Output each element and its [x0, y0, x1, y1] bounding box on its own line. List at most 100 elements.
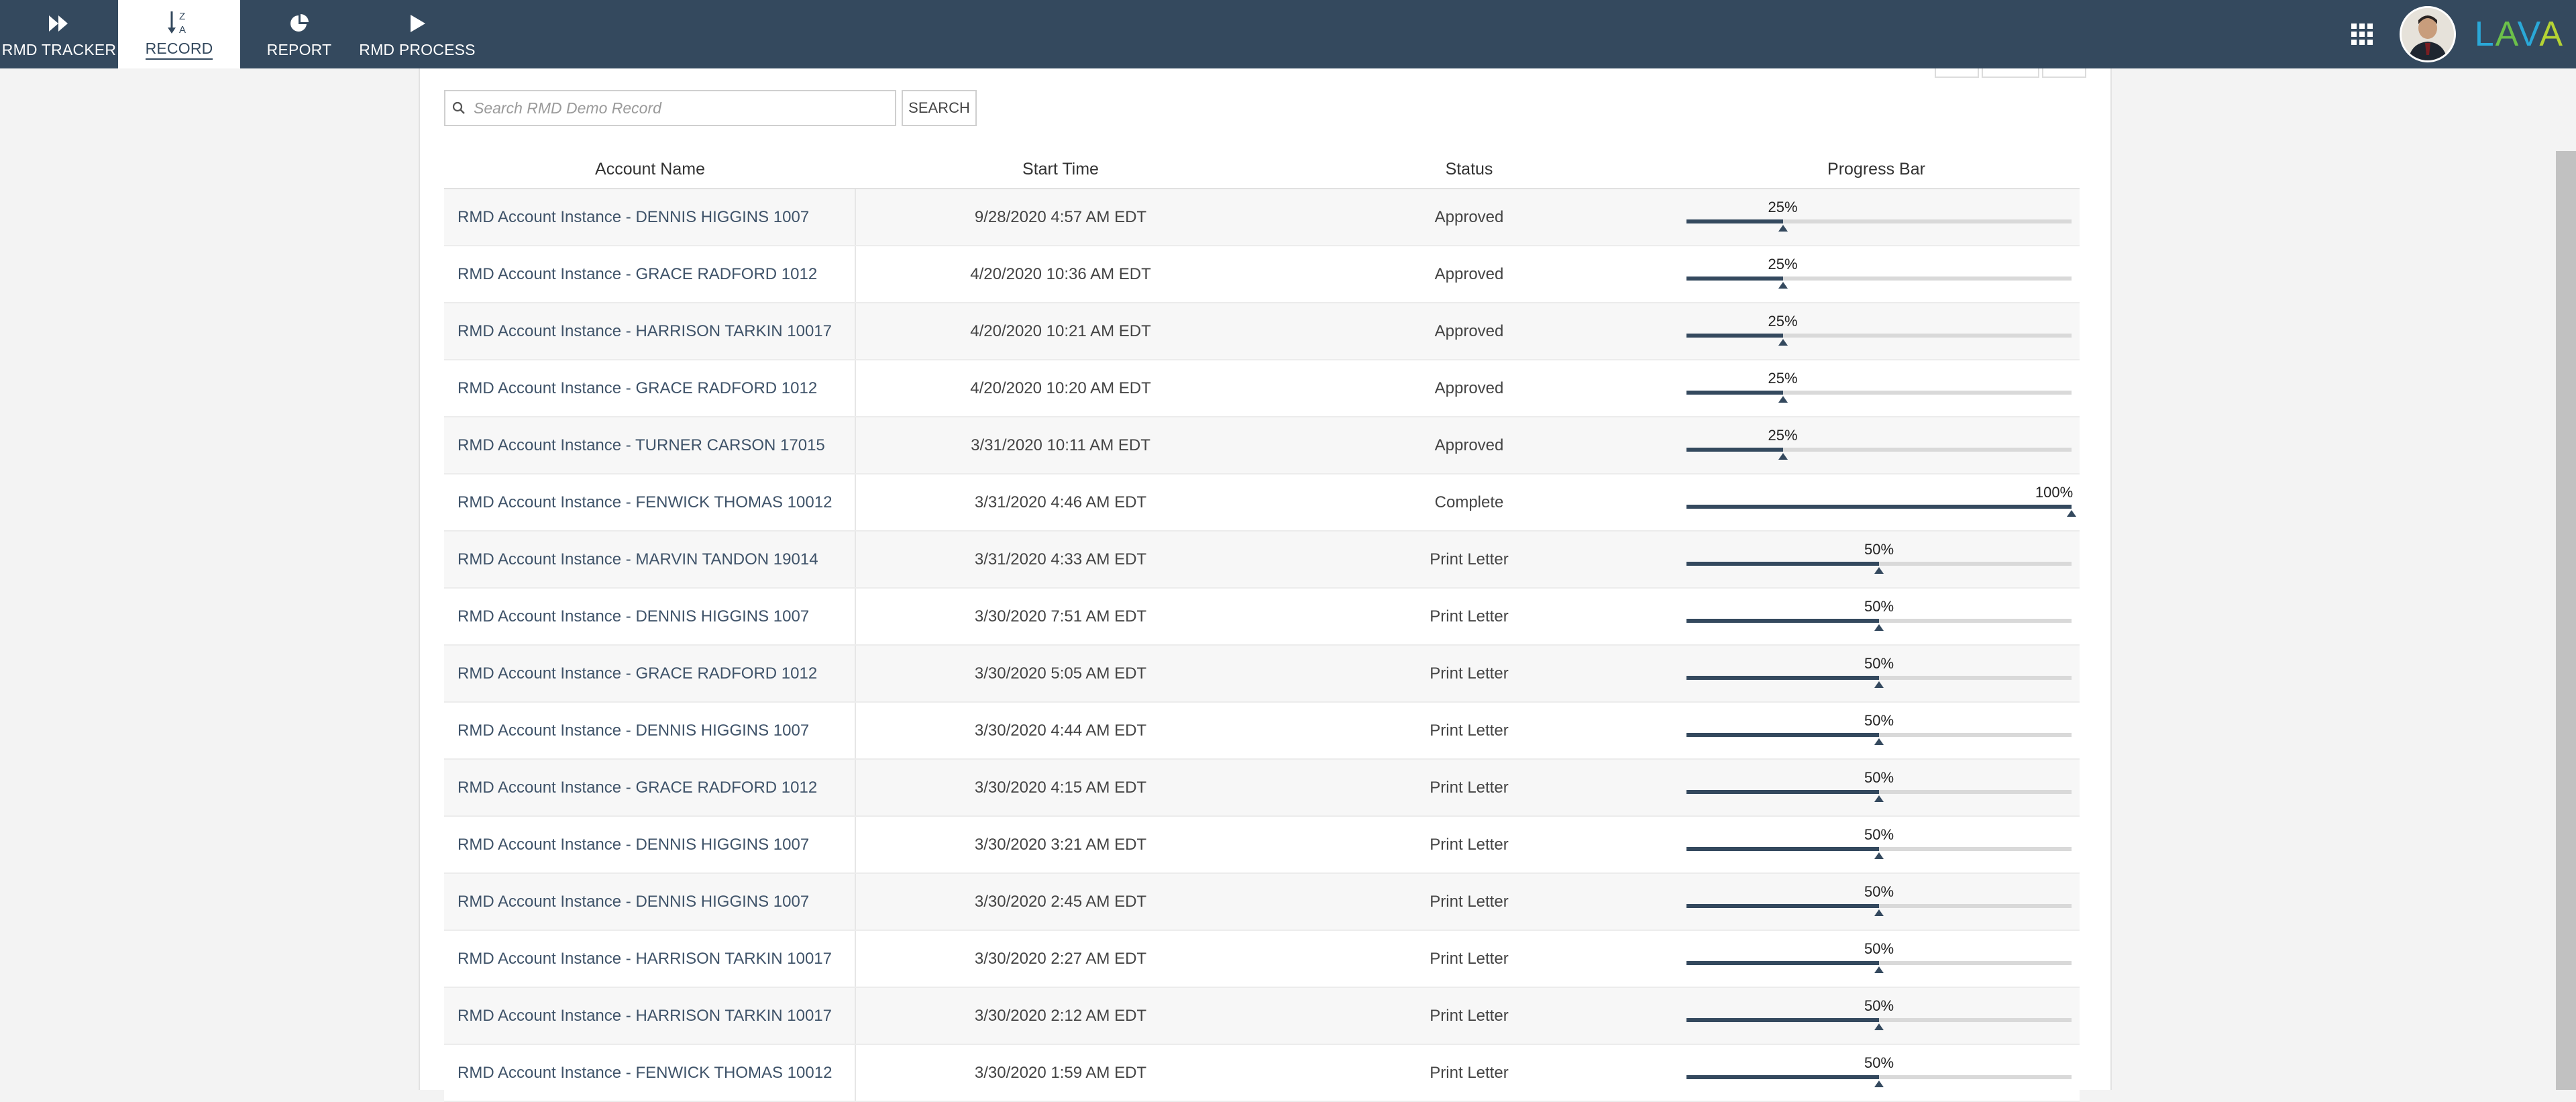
- progress-label: 50%: [1864, 1054, 1894, 1071]
- table-row[interactable]: RMD Account Instance - GRACE RADFORD 101…: [444, 646, 2080, 703]
- table-row[interactable]: RMD Account Instance - FENWICK THOMAS 10…: [444, 474, 2080, 532]
- progress-bar-fill: [1686, 1075, 1879, 1079]
- nav-item-rmd-process[interactable]: RMD PROCESS: [358, 0, 476, 68]
- account-name-link[interactable]: RMD Account Instance - GRACE RADFORD 101…: [444, 360, 856, 416]
- header-status[interactable]: Status: [1445, 159, 1493, 179]
- search-button[interactable]: SEARCH: [902, 90, 977, 126]
- progress-bar: [1686, 1075, 2072, 1079]
- progress-bar: [1686, 505, 2072, 509]
- account-name-link[interactable]: RMD Account Instance - FENWICK THOMAS 10…: [444, 1045, 856, 1101]
- table-row[interactable]: RMD Account Instance - FENWICK THOMAS 10…: [444, 1045, 2080, 1102]
- nav-label-report: REPORT: [266, 40, 332, 58]
- search-input[interactable]: [472, 91, 895, 126]
- account-name-link[interactable]: RMD Account Instance - DENNIS HIGGINS 10…: [444, 589, 856, 644]
- progress-cell: 50%: [1673, 988, 2080, 1044]
- account-name-link[interactable]: RMD Account Instance - HARRISON TARKIN 1…: [444, 931, 856, 987]
- account-name-link[interactable]: RMD Account Instance - GRACE RADFORD 101…: [444, 646, 856, 701]
- progress-bar: [1686, 733, 2072, 737]
- progress-marker-icon: [1778, 339, 1788, 346]
- account-name-link[interactable]: RMD Account Instance - MARVIN TANDON 190…: [444, 532, 856, 587]
- progress-label: 50%: [1864, 655, 1894, 672]
- progress-bar: [1686, 1018, 2072, 1022]
- account-name-link[interactable]: RMD Account Instance - DENNIS HIGGINS 10…: [444, 817, 856, 872]
- start-time-cell: 3/31/2020 4:33 AM EDT: [974, 550, 1147, 568]
- progress-marker-icon: [1874, 738, 1884, 745]
- progress-cell: 50%: [1673, 931, 2080, 987]
- table-row[interactable]: RMD Account Instance - DENNIS HIGGINS 10…: [444, 874, 2080, 931]
- table-row[interactable]: RMD Account Instance - GRACE RADFORD 101…: [444, 360, 2080, 417]
- top-navigation-bar: RMD TRACKER Z A RECORD REPORT RMD PROCES…: [0, 0, 2576, 68]
- account-name-link[interactable]: RMD Account Instance - HARRISON TARKIN 1…: [444, 303, 856, 359]
- search-field[interactable]: [444, 90, 896, 126]
- header-progress-bar[interactable]: Progress Bar: [1827, 159, 1925, 179]
- status-cell: Print Letter: [1430, 721, 1509, 740]
- start-time-cell: 3/30/2020 2:27 AM EDT: [974, 949, 1147, 968]
- progress-label: 50%: [1864, 826, 1894, 843]
- account-name-link[interactable]: RMD Account Instance - HARRISON TARKIN 1…: [444, 988, 856, 1044]
- vertical-scrollbar[interactable]: [2556, 151, 2576, 1090]
- account-name-link[interactable]: RMD Account Instance - DENNIS HIGGINS 10…: [444, 189, 856, 245]
- progress-cell: 25%: [1673, 417, 2080, 473]
- progress-cell: 50%: [1673, 646, 2080, 701]
- pager-page-button[interactable]: [1982, 68, 2039, 78]
- progress-marker-icon: [1778, 282, 1788, 289]
- account-name-link[interactable]: RMD Account Instance - TURNER CARSON 170…: [444, 417, 856, 473]
- progress-cell: 50%: [1673, 703, 2080, 758]
- progress-label: 50%: [1864, 940, 1894, 957]
- progress-cell: 100%: [1673, 474, 2080, 530]
- table-row[interactable]: RMD Account Instance - DENNIS HIGGINS 10…: [444, 817, 2080, 874]
- progress-cell: 50%: [1673, 817, 2080, 872]
- table-body: RMD Account Instance - DENNIS HIGGINS 10…: [444, 189, 2080, 1102]
- account-name-link[interactable]: RMD Account Instance - DENNIS HIGGINS 10…: [444, 703, 856, 758]
- status-cell: Approved: [1434, 321, 1504, 340]
- pager-prev-button[interactable]: [1935, 68, 1979, 78]
- table-row[interactable]: RMD Account Instance - GRACE RADFORD 101…: [444, 760, 2080, 817]
- progress-bar-fill: [1686, 505, 2072, 509]
- progress-marker-icon: [1874, 909, 1884, 916]
- nav-item-record[interactable]: Z A RECORD: [118, 0, 240, 68]
- start-time-cell: 4/20/2020 10:21 AM EDT: [970, 321, 1151, 340]
- pager-next-button[interactable]: [2042, 68, 2086, 78]
- nav-item-rmd-tracker[interactable]: RMD TRACKER: [0, 0, 118, 68]
- table-row[interactable]: RMD Account Instance - GRACE RADFORD 101…: [444, 246, 2080, 303]
- status-cell: Print Letter: [1430, 664, 1509, 683]
- header-start-time[interactable]: Start Time: [1022, 159, 1099, 179]
- progress-bar: [1686, 904, 2072, 908]
- progress-label: 25%: [1768, 370, 1798, 387]
- progress-bar: [1686, 334, 2072, 338]
- table-row[interactable]: RMD Account Instance - HARRISON TARKIN 1…: [444, 303, 2080, 360]
- table-row[interactable]: RMD Account Instance - DENNIS HIGGINS 10…: [444, 589, 2080, 646]
- progress-bar: [1686, 448, 2072, 452]
- table-row[interactable]: RMD Account Instance - HARRISON TARKIN 1…: [444, 931, 2080, 988]
- table-header: Account Name Start Time Status Progress …: [444, 150, 2080, 189]
- progress-bar-fill: [1686, 277, 1783, 281]
- start-time-cell: 3/31/2020 10:11 AM EDT: [971, 436, 1150, 454]
- table-row[interactable]: RMD Account Instance - DENNIS HIGGINS 10…: [444, 703, 2080, 760]
- avatar[interactable]: [2399, 6, 2456, 62]
- header-account-name[interactable]: Account Name: [595, 159, 705, 179]
- progress-bar-fill: [1686, 562, 1879, 566]
- nav-label-rmd-tracker: RMD TRACKER: [1, 40, 117, 58]
- start-time-cell: 3/30/2020 4:44 AM EDT: [974, 721, 1147, 740]
- progress-label: 50%: [1864, 883, 1894, 900]
- start-time-cell: 3/30/2020 2:12 AM EDT: [974, 1006, 1147, 1025]
- progress-marker-icon: [1874, 1023, 1884, 1030]
- status-cell: Approved: [1434, 436, 1504, 454]
- grid-icon[interactable]: [2349, 21, 2375, 48]
- table-row[interactable]: RMD Account Instance - MARVIN TANDON 190…: [444, 532, 2080, 589]
- nav-label-rmd-process: RMD PROCESS: [359, 40, 476, 58]
- progress-bar: [1686, 847, 2072, 851]
- nav-item-report[interactable]: REPORT: [240, 0, 358, 68]
- records-panel: SEARCH Account Name Start Time Status Pr…: [419, 68, 2112, 1102]
- progress-bar-fill: [1686, 448, 1783, 452]
- account-name-link[interactable]: RMD Account Instance - FENWICK THOMAS 10…: [444, 474, 856, 530]
- progress-bar: [1686, 277, 2072, 281]
- nav-label-record: RECORD: [145, 40, 213, 60]
- progress-label: 50%: [1864, 541, 1894, 558]
- table-row[interactable]: RMD Account Instance - DENNIS HIGGINS 10…: [444, 189, 2080, 246]
- table-row[interactable]: RMD Account Instance - TURNER CARSON 170…: [444, 417, 2080, 474]
- account-name-link[interactable]: RMD Account Instance - GRACE RADFORD 101…: [444, 246, 856, 302]
- account-name-link[interactable]: RMD Account Instance - DENNIS HIGGINS 10…: [444, 874, 856, 930]
- account-name-link[interactable]: RMD Account Instance - GRACE RADFORD 101…: [444, 760, 856, 815]
- table-row[interactable]: RMD Account Instance - HARRISON TARKIN 1…: [444, 988, 2080, 1045]
